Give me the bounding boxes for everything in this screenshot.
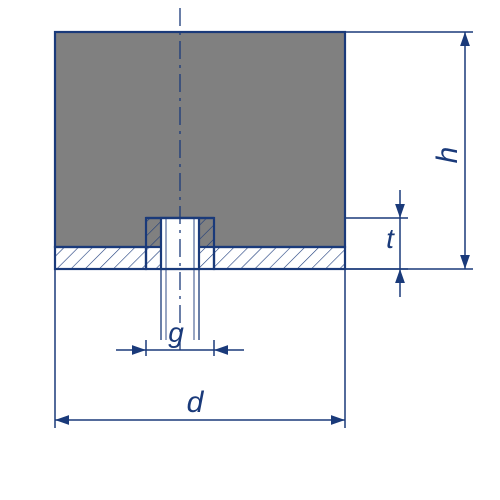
base-plate-right [214, 247, 345, 269]
rubber-body [55, 32, 345, 247]
technical-drawing: d g h t [0, 0, 500, 500]
g-label: g [168, 317, 184, 348]
t-label: t [386, 223, 395, 254]
d-label: d [187, 386, 205, 419]
base-plate-left [55, 247, 146, 269]
h-label: h [431, 147, 464, 164]
